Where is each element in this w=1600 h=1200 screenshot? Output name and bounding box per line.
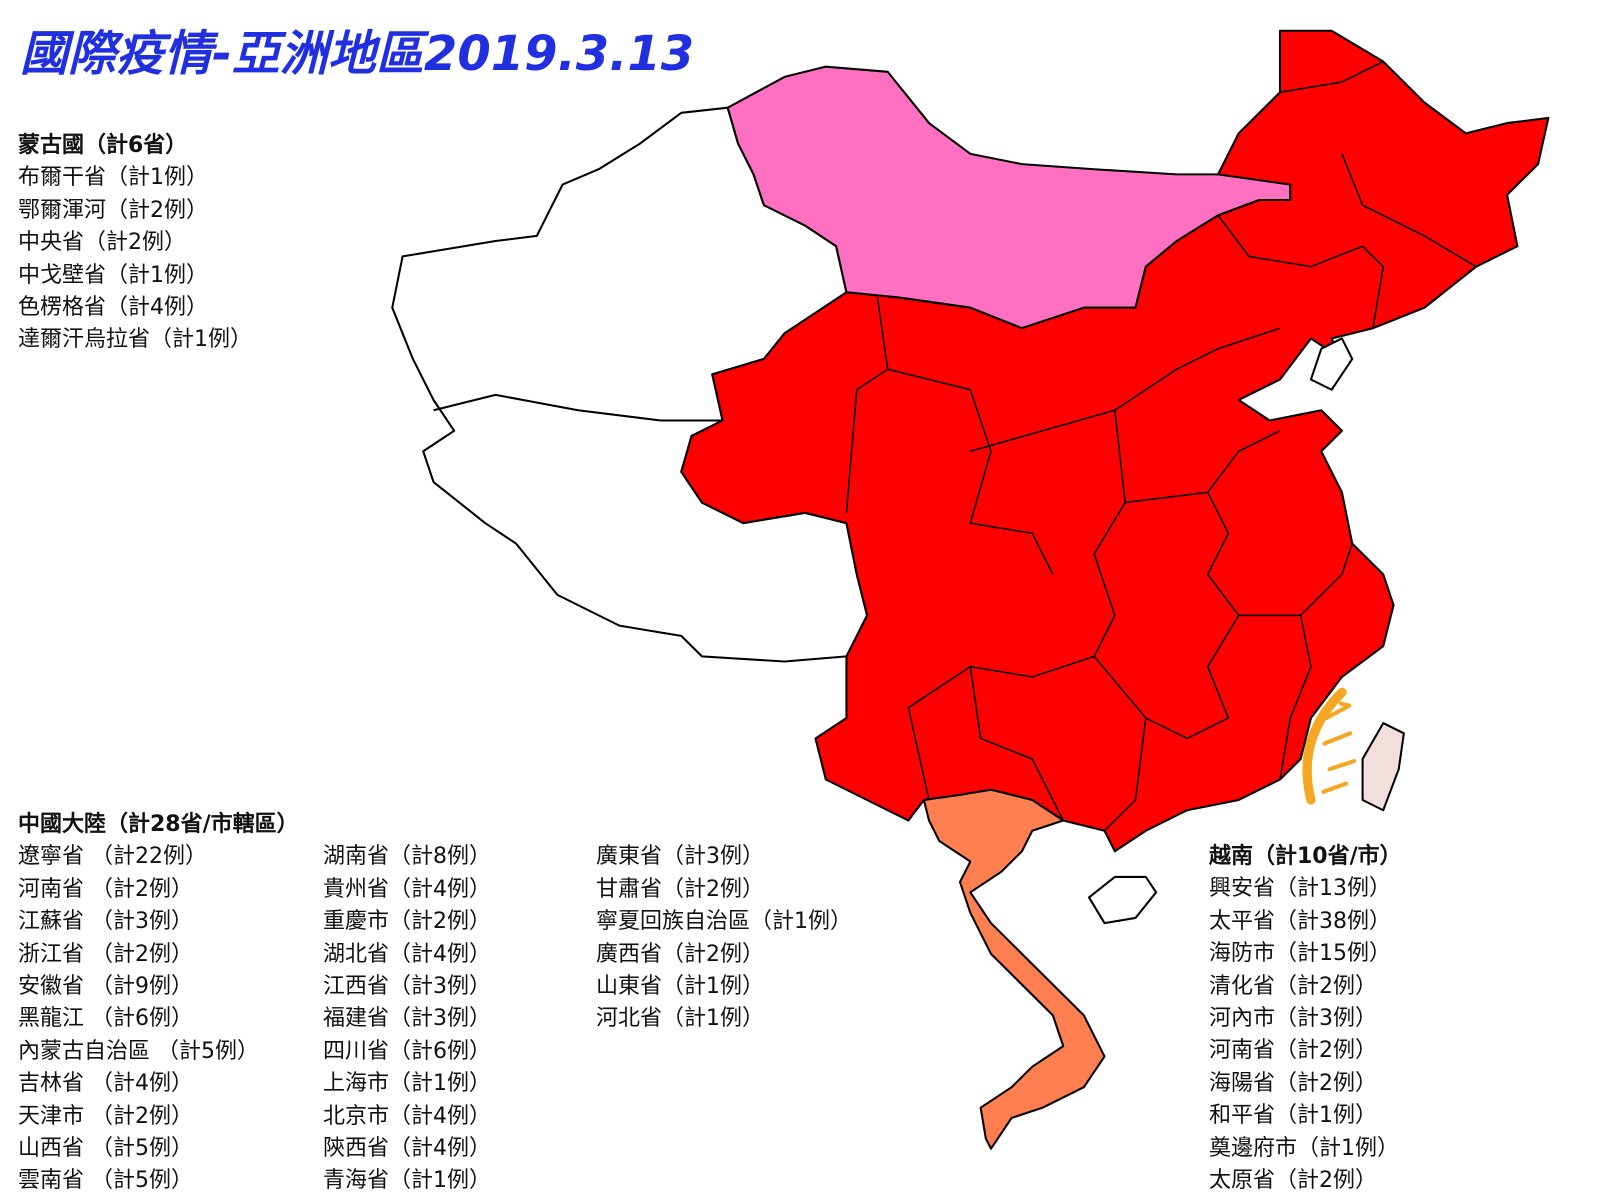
list-item: 山東省（計1例） <box>596 974 764 999</box>
list-item: 寧夏回族自治區（計1例） <box>596 909 852 935</box>
list-item: 山西省 （計5例） <box>18 1136 193 1161</box>
list-heading: 中國大陸（計28省/市轄區） <box>18 812 299 837</box>
list-item: 布爾干省（計1例） <box>18 165 208 191</box>
list-item: 黑龍江 （計6例） <box>18 1006 193 1032</box>
list-item: 河南省（計2例） <box>1209 1038 1377 1064</box>
list-item: 奠邊府市（計1例） <box>1209 1135 1399 1161</box>
list-item: 江西省（計3例） <box>323 974 491 999</box>
list-item: 青海省（計1例） <box>323 1168 491 1194</box>
list-item: 湖南省（計8例） <box>323 844 491 870</box>
list-item: 中央省（計2例） <box>18 230 186 256</box>
list-item: 甘肅省（計2例） <box>596 876 764 902</box>
list-item: 色楞格省（計4例） <box>18 295 208 320</box>
list-item: 海陽省（計2例） <box>1209 1070 1377 1096</box>
list-item: 福建省（計3例） <box>323 1006 491 1032</box>
list-heading: 蒙古國（計6省） <box>18 133 188 158</box>
list-item: 廣東省（計3例） <box>596 844 764 870</box>
list-item: 重慶市（計2例） <box>323 909 491 935</box>
list-item: 四川省（計6例） <box>323 1038 491 1064</box>
region-hainan <box>1088 875 1158 925</box>
list-item: 鄂爾渾河（計2例） <box>18 197 208 223</box>
list-item: 和平省（計1例） <box>1209 1103 1377 1129</box>
list-item: 安徽省 （計9例） <box>18 974 193 999</box>
list-item: 江蘇省 （計3例） <box>18 909 193 935</box>
region-vietnam <box>922 788 1106 1150</box>
province-lines <box>845 60 1477 832</box>
list-item: 上海市（計1例） <box>323 1071 491 1097</box>
list-item: 內蒙古自治區 （計5例） <box>18 1038 259 1064</box>
list-item: 浙江省 （計2例） <box>18 941 193 967</box>
list-item: 達爾汗烏拉省（計1例） <box>18 327 252 353</box>
list-item: 貴州省（計4例） <box>323 876 491 902</box>
list-item: 吉林省 （計4例） <box>18 1071 193 1097</box>
list-item: 陝西省（計4例） <box>323 1136 491 1161</box>
list-item: 興安省（計13例） <box>1209 876 1391 902</box>
list-item: 海防市（計15例） <box>1209 941 1391 967</box>
region-taiwan <box>1361 722 1405 812</box>
list-item: 遼寧省 （計22例） <box>18 844 207 870</box>
list-item: 湖北省（計4例） <box>323 941 491 967</box>
list-item: 河北省（計1例） <box>596 1006 764 1032</box>
border-line <box>433 393 723 422</box>
region-bohai <box>1309 337 1354 391</box>
list-item: 天津市 （計2例） <box>18 1103 193 1129</box>
arrows <box>1302 687 1357 805</box>
list-item: 河內市（計3例） <box>1209 1006 1377 1031</box>
list-item: 清化省（計2例） <box>1209 973 1377 999</box>
region-china <box>680 29 1550 853</box>
list-item: 河南省 （計2例） <box>18 876 193 902</box>
title: 國際疫情-亞洲地區2019.3.13 <box>20 26 695 82</box>
list-item: 太原省（計2例） <box>1209 1168 1377 1193</box>
list-heading: 越南（計10省/市） <box>1209 844 1402 869</box>
list-item: 中戈壁省（計1例） <box>18 262 208 288</box>
list-item: 雲南省 （計5例） <box>18 1168 193 1194</box>
list-item: 廣西省（計2例） <box>596 941 764 967</box>
list-item: 太平省（計38例） <box>1209 908 1391 934</box>
list-item: 北京市（計4例） <box>323 1103 491 1129</box>
